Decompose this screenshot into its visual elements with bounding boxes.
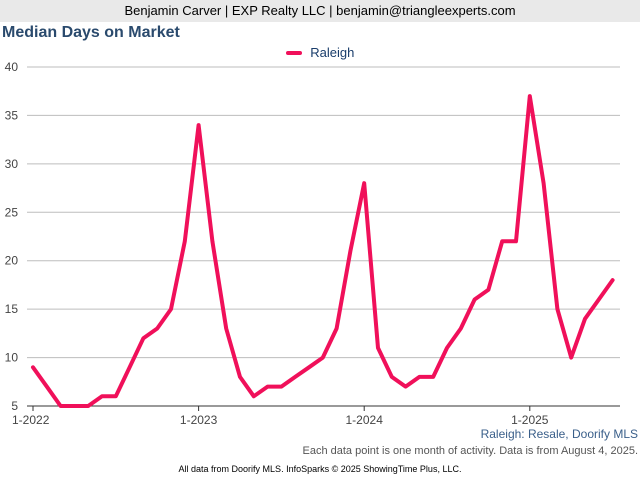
agent-header-bar: Benjamin Carver | EXP Realty LLC | benja…	[0, 0, 640, 22]
data-point	[390, 375, 394, 379]
data-point	[348, 249, 352, 253]
data-point	[445, 346, 449, 350]
data-point	[252, 394, 256, 398]
data-point	[431, 375, 435, 379]
data-point	[31, 365, 35, 369]
data-point	[72, 404, 76, 408]
y-tick-label: 35	[5, 108, 19, 122]
series-line-raleigh	[31, 94, 615, 408]
data-point	[528, 94, 532, 98]
agent-info-text: Benjamin Carver | EXP Realty LLC | benja…	[124, 3, 516, 18]
data-point	[279, 385, 283, 389]
x-tick-label: 1-2025	[511, 413, 549, 427]
data-point	[459, 327, 463, 331]
source-note: Raleigh: Resale, Doorify MLS	[480, 427, 638, 441]
y-tick-label: 5	[11, 399, 18, 413]
data-point	[376, 346, 380, 350]
y-tick-label: 15	[5, 302, 19, 316]
data-point	[486, 288, 490, 292]
chart-legend[interactable]: Raleigh	[0, 45, 640, 60]
data-point	[114, 394, 118, 398]
data-point	[100, 394, 104, 398]
data-point	[597, 297, 601, 301]
data-point	[362, 181, 366, 185]
data-point	[141, 336, 145, 340]
data-point	[128, 365, 132, 369]
data-point	[569, 356, 573, 360]
y-tick-label: 10	[5, 351, 19, 365]
chart-title: Median Days on Market	[2, 24, 180, 41]
data-point	[210, 239, 214, 243]
data-point	[169, 307, 173, 311]
data-point	[224, 327, 228, 331]
data-point	[404, 385, 408, 389]
x-tick-label: 1-2023	[180, 413, 218, 427]
data-point	[155, 327, 159, 331]
x-tick-label: 1-2024	[346, 413, 384, 427]
data-note: Each data point is one month of activity…	[302, 445, 638, 457]
data-point	[473, 297, 477, 301]
y-tick-label: 25	[5, 205, 19, 219]
data-point	[555, 307, 559, 311]
y-tick-label: 40	[5, 60, 19, 74]
y-tick-label: 20	[5, 254, 19, 268]
data-point	[293, 375, 297, 379]
data-point	[59, 404, 63, 408]
data-point	[500, 239, 504, 243]
data-point	[514, 239, 518, 243]
y-tick-label: 30	[5, 157, 19, 171]
data-point	[307, 365, 311, 369]
data-point	[45, 385, 49, 389]
x-tick-label: 1-2022	[12, 413, 50, 427]
data-point	[238, 375, 242, 379]
legend-swatch	[285, 50, 302, 55]
data-point	[266, 385, 270, 389]
data-point	[321, 356, 325, 360]
data-point	[417, 375, 421, 379]
footer-note: All data from Doorify MLS. InfoSparks © …	[178, 464, 462, 474]
data-point	[86, 404, 90, 408]
data-point	[611, 278, 615, 282]
data-point	[335, 327, 339, 331]
data-point	[183, 239, 187, 243]
data-point	[542, 181, 546, 185]
legend-label-raleigh: Raleigh	[310, 45, 355, 60]
data-point	[583, 317, 587, 321]
data-point	[197, 123, 201, 127]
